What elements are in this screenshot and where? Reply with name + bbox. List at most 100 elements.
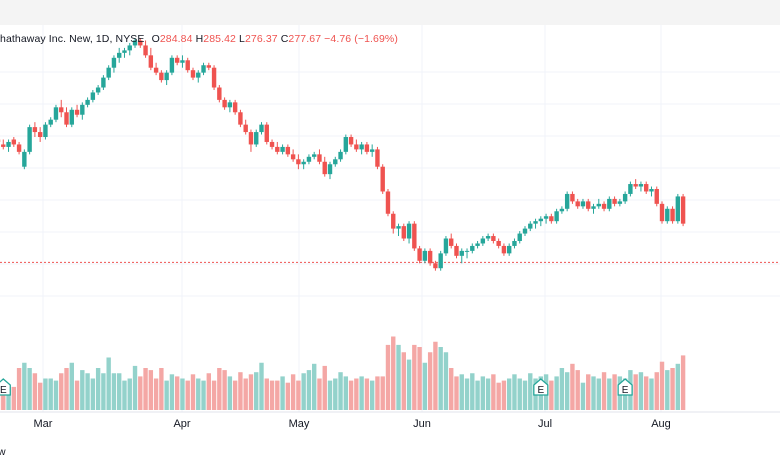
candle-body <box>638 184 644 187</box>
volume-bar <box>596 378 601 410</box>
volume-bar <box>633 374 638 410</box>
candle-body <box>174 57 180 63</box>
volume-bar <box>16 368 22 410</box>
volume-bar <box>312 363 317 410</box>
volume-bar <box>285 382 291 410</box>
volume-bar <box>659 361 665 410</box>
candle-body <box>80 104 85 115</box>
candle-body <box>16 144 22 152</box>
candle-body <box>59 107 64 113</box>
volume-bar <box>6 386 11 410</box>
x-axis-month-label: Jul <box>538 418 552 430</box>
close-label: C <box>280 33 289 45</box>
volume-bar <box>190 374 196 410</box>
candle-body <box>628 184 633 194</box>
earnings-marker: E <box>533 378 549 396</box>
volume-bar <box>37 382 43 410</box>
candle-body <box>475 243 480 246</box>
candle-body <box>607 198 612 209</box>
volume-bar <box>85 373 90 410</box>
volume-bar <box>227 376 233 410</box>
volume-bar <box>480 376 486 410</box>
volume-bar <box>206 373 211 410</box>
earnings-marker-label: E <box>622 385 629 396</box>
candle-body <box>586 201 591 209</box>
candle-body <box>106 67 111 78</box>
candle-body <box>217 87 222 100</box>
candle-body <box>138 40 143 46</box>
earnings-marker-label: E <box>0 385 7 396</box>
volume-bar <box>117 373 122 410</box>
volume-bars <box>0 336 686 410</box>
candle-body <box>506 245 512 254</box>
volume-bar <box>254 372 259 410</box>
volume-bar <box>174 376 180 410</box>
candle-body <box>375 149 380 167</box>
volume-bar <box>269 380 275 410</box>
candle-body <box>412 223 417 249</box>
candle-body <box>22 151 27 167</box>
candle-body <box>612 198 617 204</box>
candle-body <box>601 203 607 209</box>
candle-body <box>264 124 269 142</box>
candle-body <box>533 221 538 224</box>
candle-body <box>322 161 327 175</box>
candle-body <box>665 208 670 222</box>
volume-bar <box>280 376 285 410</box>
volume-bar <box>296 380 301 410</box>
candle-body <box>438 253 443 269</box>
volume-bar <box>80 370 85 410</box>
volume-bar <box>665 370 670 410</box>
volume-bar <box>338 372 343 410</box>
volume-bar <box>48 378 53 410</box>
candle-body <box>37 132 43 138</box>
candle-body <box>559 208 565 212</box>
candle-body <box>95 87 101 93</box>
candle-body <box>680 196 686 224</box>
candle-body <box>570 193 575 202</box>
candle-body <box>169 57 175 73</box>
volume-bar <box>359 376 364 410</box>
candle-body <box>433 263 438 269</box>
candle-body <box>580 201 586 207</box>
volume-bar <box>644 376 649 410</box>
volume-bar <box>248 374 254 410</box>
volume-bar <box>43 378 48 410</box>
volume-bar <box>238 372 243 410</box>
x-axis-month-label: Jun <box>413 418 431 430</box>
candle-body <box>312 154 317 157</box>
volume-bar <box>586 374 591 410</box>
volume-bar <box>670 368 675 410</box>
change-value: −4.76 (−1.69%) <box>324 33 398 45</box>
volume-bar <box>243 378 248 410</box>
volume-bar <box>132 365 138 410</box>
volume-bar <box>27 368 32 410</box>
candle-body <box>364 144 370 152</box>
chart-grid <box>0 25 780 412</box>
candle-body <box>491 236 496 241</box>
candle-body <box>1 144 6 147</box>
volume-bar <box>196 378 201 410</box>
volume-bar <box>348 380 354 410</box>
x-axis-month-label: May <box>289 418 310 430</box>
candle-body <box>227 102 233 108</box>
volume-bar <box>580 382 586 410</box>
volume-bar <box>122 380 127 410</box>
candle-body <box>275 146 280 152</box>
volume-bar <box>101 373 106 410</box>
earnings-marker: E <box>617 378 633 396</box>
volume-bar <box>159 368 164 410</box>
candle-body <box>269 141 275 147</box>
low-value: 276.37 <box>244 33 278 45</box>
volume-bar <box>69 362 74 410</box>
volume-bar <box>396 344 401 410</box>
candle-body <box>153 67 159 73</box>
candle-body <box>480 238 486 244</box>
candle-body <box>27 127 32 152</box>
candle-body <box>538 218 544 222</box>
candle-body <box>554 211 559 222</box>
volume-bar <box>306 370 312 410</box>
candle-body <box>85 99 90 105</box>
volume-bar <box>201 380 206 410</box>
volume-bar <box>317 378 322 410</box>
